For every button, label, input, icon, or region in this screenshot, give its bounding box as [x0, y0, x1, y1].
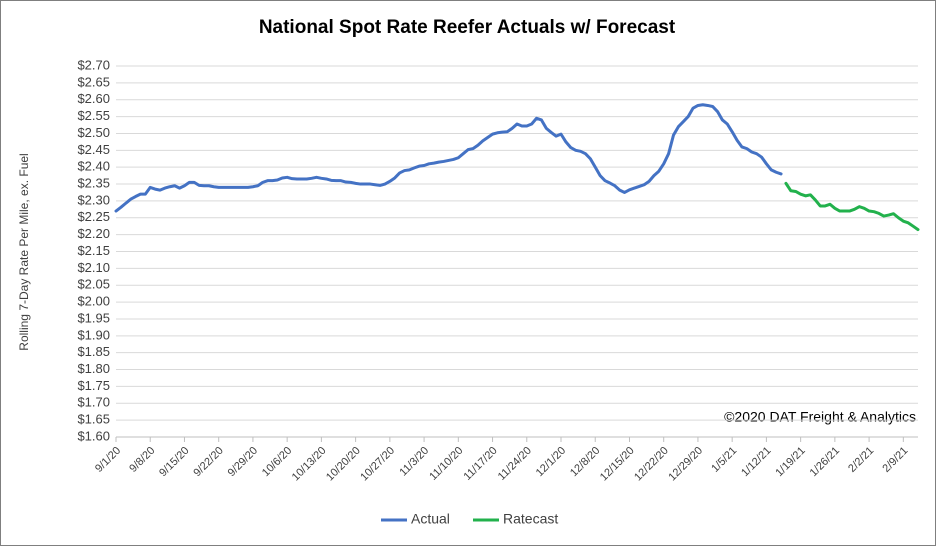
y-tick-label: $2.45 [77, 142, 110, 157]
y-tick-label: $1.90 [77, 327, 110, 342]
y-tick-label: $2.20 [77, 226, 110, 241]
series-line [114, 103, 783, 213]
legend-label: Actual [411, 511, 450, 527]
y-tick-label: $2.55 [77, 108, 110, 123]
y-tick-label: $2.65 [77, 74, 110, 89]
y-tick-label: $1.65 [77, 412, 110, 427]
series-line [784, 181, 920, 232]
y-tick-label: $2.50 [77, 125, 110, 140]
chart-title: National Spot Rate Reefer Actuals w/ For… [259, 17, 676, 38]
y-tick-label: $2.40 [77, 159, 110, 174]
y-tick-label: $2.25 [77, 209, 110, 224]
annotation: ©2020 DAT Freight & Analytics [724, 409, 916, 425]
y-tick-label: $1.95 [77, 310, 110, 325]
y-tick-label: $1.60 [77, 428, 110, 443]
y-tick-label: $2.35 [77, 175, 110, 190]
y-tick-label: $1.85 [77, 344, 110, 359]
y-axis-label: Rolling 7-Day Rate Per Mile, ex. Fuel [17, 153, 31, 350]
y-tick-label: $1.75 [77, 378, 110, 393]
y-tick-label: $2.30 [77, 192, 110, 207]
y-tick-label: $2.10 [77, 260, 110, 275]
y-tick-label: $2.60 [77, 91, 110, 106]
y-tick-label: $2.05 [77, 277, 110, 292]
y-tick-label: $2.00 [77, 294, 110, 309]
y-tick-label: $2.70 [77, 57, 110, 72]
y-tick-label: $2.15 [77, 243, 110, 258]
y-tick-label: $1.70 [77, 395, 110, 410]
legend-label: Ratecast [503, 511, 558, 527]
y-tick-label: $1.80 [77, 361, 110, 376]
